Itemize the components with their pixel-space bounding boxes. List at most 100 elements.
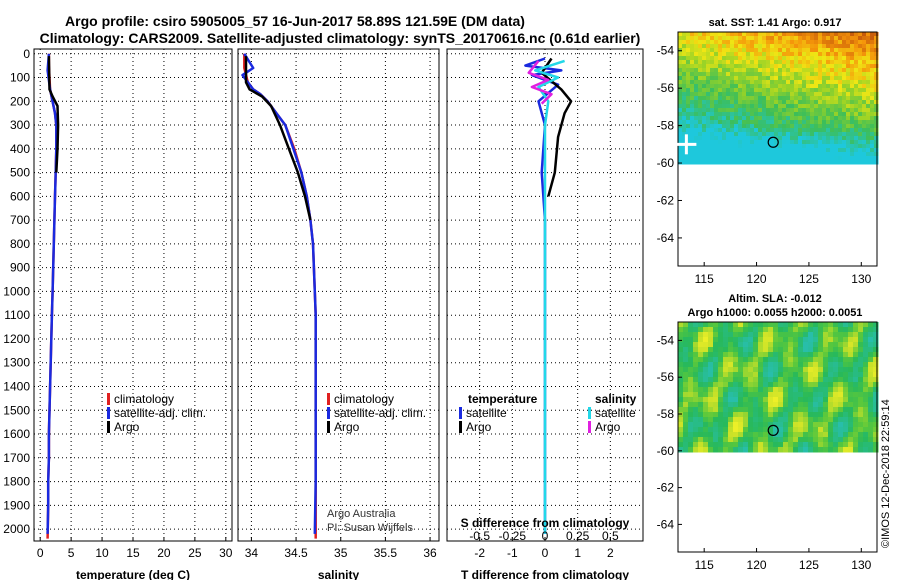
y-tick-label: -58 <box>657 407 675 421</box>
legend-title-temperature: temperature <box>468 392 538 406</box>
series-line-satellite-adj-clim- <box>241 53 317 534</box>
x2-axis-label: S difference from climatology <box>461 516 630 530</box>
y-tick-label: 100 <box>10 71 30 85</box>
y-tick-label: -60 <box>657 444 675 458</box>
y-tick-label: 2000 <box>3 522 30 536</box>
x-tick-label: 35 <box>334 546 348 560</box>
y-tick-label: 1300 <box>3 356 30 370</box>
sst-map-chart: 115 120 125 130 -54 -56 -58 -60 -62 -64 sat. SST: … <box>657 17 879 286</box>
y-tick-label: -54 <box>657 333 675 347</box>
x-axis-label: salinity <box>318 568 360 580</box>
x-tick-label: -1 <box>507 546 518 560</box>
y-tick-label: 1900 <box>3 498 30 512</box>
y-tick-label: 1600 <box>3 427 30 441</box>
y-tick-label: 800 <box>10 237 30 251</box>
y-tick-label: 1500 <box>3 403 30 417</box>
map-frame <box>677 321 878 553</box>
x-tick-label: 130 <box>851 558 871 572</box>
x-tick-label: 130 <box>851 272 871 286</box>
y-tick-label: 400 <box>10 142 30 156</box>
sla-map-chart: 115 120 125 130 -54 -56 -58 -60 -62 -64 Altim. SLA… <box>657 293 879 572</box>
sst-field <box>678 32 879 165</box>
x-tick-label: 0 <box>37 546 44 560</box>
y-tick-label: 600 <box>10 189 30 203</box>
credit-argo-australia: Argo Australia <box>327 508 396 520</box>
series-line-argo <box>47 56 60 173</box>
x-tick-label: 120 <box>747 272 767 286</box>
y-tick-label: 1400 <box>3 380 30 394</box>
sla-field <box>678 322 879 453</box>
x2-tick-label: -0.5 <box>469 529 490 543</box>
x-tick-label: 125 <box>799 272 819 286</box>
legend-swatch <box>107 393 110 405</box>
y-tick-label: 300 <box>10 118 30 132</box>
y-tick-label: -60 <box>657 156 675 170</box>
legend-swatch <box>459 407 462 419</box>
credit-pi: PI: Susan Wijffels <box>327 522 413 534</box>
difference-profile-chart: -2 -1 0 1 2 T difference from climatology S di… <box>446 48 644 580</box>
y-tick-label: 1000 <box>3 284 30 298</box>
sla-map-subtitle: Argo h1000: 0.0055 h2000: 0.0051 <box>688 307 863 319</box>
legend-title-salinity: salinity <box>595 392 637 406</box>
y-tick-label: 1100 <box>4 308 30 322</box>
x-tick-label: -2 <box>474 546 485 560</box>
series-line-satellite-adj-clim- <box>46 53 58 534</box>
legend-swatch <box>107 407 110 419</box>
x-tick-label: 25 <box>188 546 202 560</box>
x-tick-label: 115 <box>695 558 714 572</box>
x-tick-label: 30 <box>219 546 233 560</box>
x2-tick-label: -0.25 <box>499 529 527 543</box>
x-tick-label: 5 <box>68 546 75 560</box>
series-line-argo <box>244 56 312 221</box>
legend-label: Argo <box>114 420 140 434</box>
legend-swatch <box>459 421 462 433</box>
x-tick-label: 120 <box>747 558 767 572</box>
salinity-profile-chart: 34 34.5 35 35.5 36 salinity climatologysatelli… <box>237 48 440 580</box>
sla-map-title: Altim. SLA: -0.012 <box>728 293 822 305</box>
y-tick-label: -58 <box>657 119 675 133</box>
x2-tick-label: 0 <box>542 529 549 543</box>
x-axis-label: T difference from climatology <box>461 568 629 580</box>
y-tick-label: 1200 <box>3 332 30 346</box>
argo-position-marker <box>767 136 779 148</box>
map-frame <box>677 31 878 267</box>
x-tick-label: 34.5 <box>284 546 308 560</box>
x-tick-label: 36 <box>423 546 437 560</box>
y-tick-label: 1700 <box>3 451 30 465</box>
legend-label: satellite <box>466 406 507 420</box>
y-tick-label: -64 <box>657 517 675 531</box>
figure-title-line2: Climatology: CARS2009. Satellite-adjuste… <box>40 30 641 46</box>
legend-label: Argo <box>334 420 360 434</box>
argo-position-marker <box>767 424 779 436</box>
legend-swatch <box>588 421 591 433</box>
series-line-satellite <box>533 59 565 534</box>
series-line-argo <box>527 60 553 105</box>
x-tick-label: 1 <box>574 546 581 560</box>
y-tick-label: 900 <box>10 261 30 275</box>
x-tick-label: 10 <box>95 546 109 560</box>
series-line-satellite <box>524 57 563 534</box>
legend-label: satellite-adj. clim. <box>334 406 426 420</box>
y-tick-label: -56 <box>657 370 675 384</box>
x-tick-label: 125 <box>799 558 819 572</box>
y-tick-label: -64 <box>657 231 675 245</box>
legend-label: Argo <box>466 420 492 434</box>
y-tick-label: 200 <box>10 94 30 108</box>
x-axis-label: temperature (deg C) <box>76 568 190 580</box>
sst-map-title: sat. SST: 1.41 Argo: 0.917 <box>709 17 842 29</box>
imos-timestamp: ©IMOS 12-Dec-2018 22:59:14 <box>880 399 892 548</box>
x-tick-label: 15 <box>126 546 140 560</box>
plot-frame <box>237 48 440 542</box>
x-tick-label: 115 <box>695 272 714 286</box>
y-tick-label: 0 <box>23 47 30 61</box>
legend-swatch <box>588 407 591 419</box>
x2-tick-label: 0.25 <box>566 529 590 543</box>
legend-swatch <box>327 393 330 405</box>
x2-tick-label: 0.5 <box>602 529 619 543</box>
legend-label: satellite <box>595 406 636 420</box>
legend-swatch <box>327 407 330 419</box>
y-tick-label: -56 <box>657 81 675 95</box>
x-tick-label: 2 <box>607 546 614 560</box>
legend-label: Argo <box>595 420 621 434</box>
